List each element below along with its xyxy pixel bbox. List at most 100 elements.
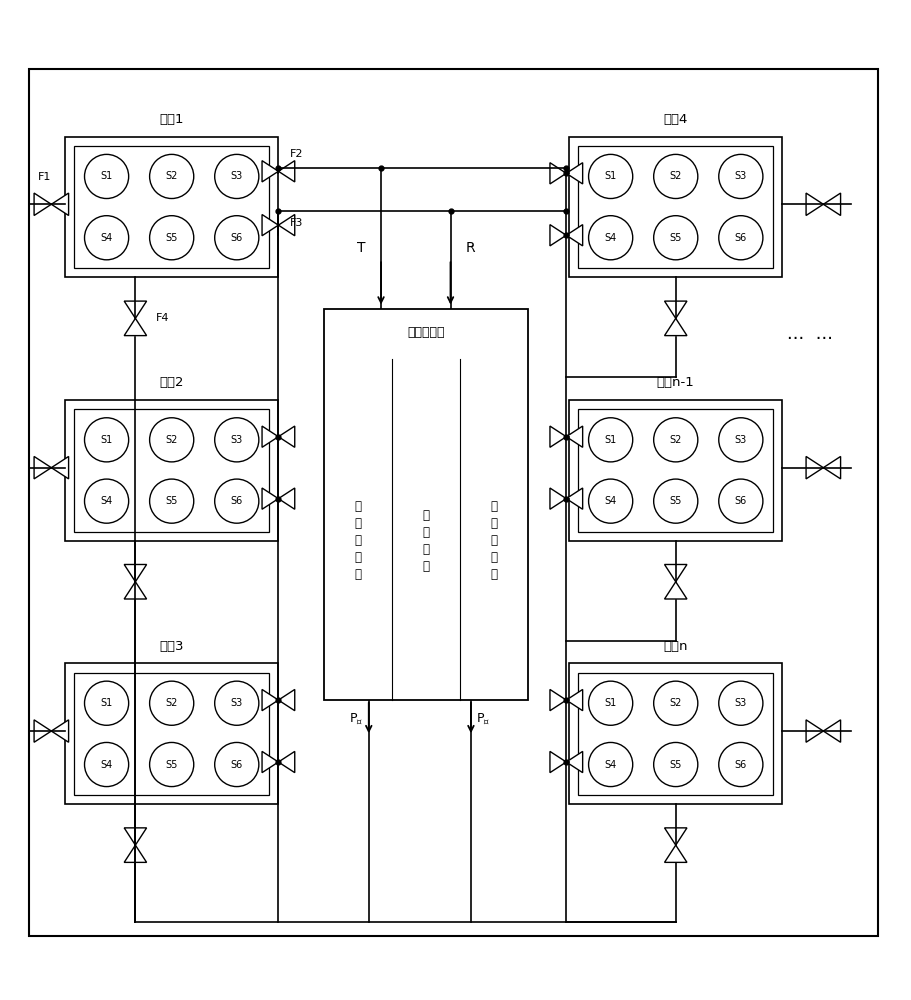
Polygon shape: [824, 456, 841, 479]
Text: P$_{低}$: P$_{低}$: [476, 711, 490, 726]
Circle shape: [149, 154, 194, 199]
Text: S6: S6: [734, 496, 747, 506]
Text: 单体3: 单体3: [159, 640, 184, 653]
Circle shape: [654, 154, 698, 199]
Polygon shape: [567, 751, 583, 773]
Polygon shape: [664, 564, 687, 582]
Polygon shape: [34, 456, 51, 479]
Polygon shape: [806, 456, 824, 479]
Polygon shape: [567, 488, 583, 509]
Text: S3: S3: [230, 698, 243, 708]
Polygon shape: [567, 689, 583, 711]
Bar: [65, 400, 279, 541]
Polygon shape: [567, 163, 583, 184]
Polygon shape: [550, 163, 567, 184]
Text: S6: S6: [734, 760, 747, 770]
Circle shape: [589, 418, 633, 462]
Text: ···  ···: ··· ···: [787, 330, 833, 348]
Text: S4: S4: [100, 760, 113, 770]
Text: S1: S1: [605, 435, 617, 445]
Circle shape: [719, 479, 763, 523]
Polygon shape: [124, 582, 147, 599]
Text: S2: S2: [670, 171, 682, 181]
Polygon shape: [124, 564, 147, 582]
Text: S4: S4: [605, 233, 617, 243]
Polygon shape: [262, 215, 279, 236]
Text: S4: S4: [100, 233, 113, 243]
Circle shape: [719, 154, 763, 199]
Polygon shape: [262, 161, 279, 182]
Polygon shape: [664, 318, 687, 336]
Circle shape: [654, 681, 698, 725]
Polygon shape: [664, 828, 687, 845]
Polygon shape: [262, 751, 279, 773]
Polygon shape: [806, 193, 824, 215]
Text: S6: S6: [230, 760, 243, 770]
Circle shape: [654, 418, 698, 462]
Text: 单体1: 单体1: [159, 113, 184, 126]
Text: S2: S2: [166, 698, 178, 708]
Text: S2: S2: [166, 171, 178, 181]
Polygon shape: [34, 193, 51, 215]
Text: 高
压
油
系
统: 高 压 油 系 统: [354, 500, 362, 581]
Text: S3: S3: [230, 171, 243, 181]
Bar: [74, 146, 270, 268]
Text: 单体n: 单体n: [663, 640, 688, 653]
Text: 单体4: 单体4: [663, 113, 688, 126]
Text: S1: S1: [605, 698, 617, 708]
Text: F3: F3: [291, 218, 303, 228]
Polygon shape: [279, 751, 295, 773]
Text: 单体2: 单体2: [159, 376, 184, 389]
Bar: [578, 409, 773, 532]
Text: S5: S5: [166, 496, 178, 506]
Text: S4: S4: [100, 496, 113, 506]
Polygon shape: [124, 828, 147, 845]
Bar: [65, 137, 279, 277]
Polygon shape: [279, 689, 295, 711]
Circle shape: [215, 154, 259, 199]
Polygon shape: [262, 426, 279, 447]
Polygon shape: [51, 456, 68, 479]
Text: S3: S3: [230, 435, 243, 445]
Text: P$_{高}$: P$_{高}$: [349, 711, 363, 726]
Circle shape: [215, 418, 259, 462]
Polygon shape: [550, 225, 567, 246]
Polygon shape: [279, 215, 295, 236]
Polygon shape: [279, 161, 295, 182]
Circle shape: [149, 216, 194, 260]
Polygon shape: [664, 582, 687, 599]
Text: S6: S6: [230, 496, 243, 506]
Bar: [578, 146, 773, 268]
Circle shape: [149, 418, 194, 462]
Circle shape: [85, 216, 128, 260]
Polygon shape: [124, 318, 147, 336]
Polygon shape: [34, 720, 51, 742]
Bar: [65, 663, 279, 804]
Text: F2: F2: [291, 149, 303, 159]
Polygon shape: [664, 301, 687, 318]
Polygon shape: [279, 426, 295, 447]
Text: 低
压
油
系
统: 低 压 油 系 统: [491, 500, 497, 581]
Polygon shape: [567, 225, 583, 246]
Polygon shape: [806, 720, 824, 742]
Circle shape: [719, 216, 763, 260]
Polygon shape: [664, 845, 687, 862]
Text: S4: S4: [605, 496, 617, 506]
Text: S3: S3: [734, 435, 747, 445]
Circle shape: [85, 418, 128, 462]
Polygon shape: [279, 488, 295, 509]
Circle shape: [719, 418, 763, 462]
Text: S1: S1: [100, 435, 113, 445]
Circle shape: [719, 681, 763, 725]
Text: 单体n-1: 单体n-1: [657, 376, 694, 389]
Text: 中央液压站: 中央液压站: [407, 326, 445, 339]
Polygon shape: [550, 689, 567, 711]
Polygon shape: [567, 426, 583, 447]
Circle shape: [215, 742, 259, 787]
Text: S5: S5: [670, 496, 682, 506]
Bar: [569, 137, 783, 277]
Circle shape: [589, 742, 633, 787]
Circle shape: [149, 479, 194, 523]
Text: S1: S1: [605, 171, 617, 181]
Text: S2: S2: [670, 698, 682, 708]
